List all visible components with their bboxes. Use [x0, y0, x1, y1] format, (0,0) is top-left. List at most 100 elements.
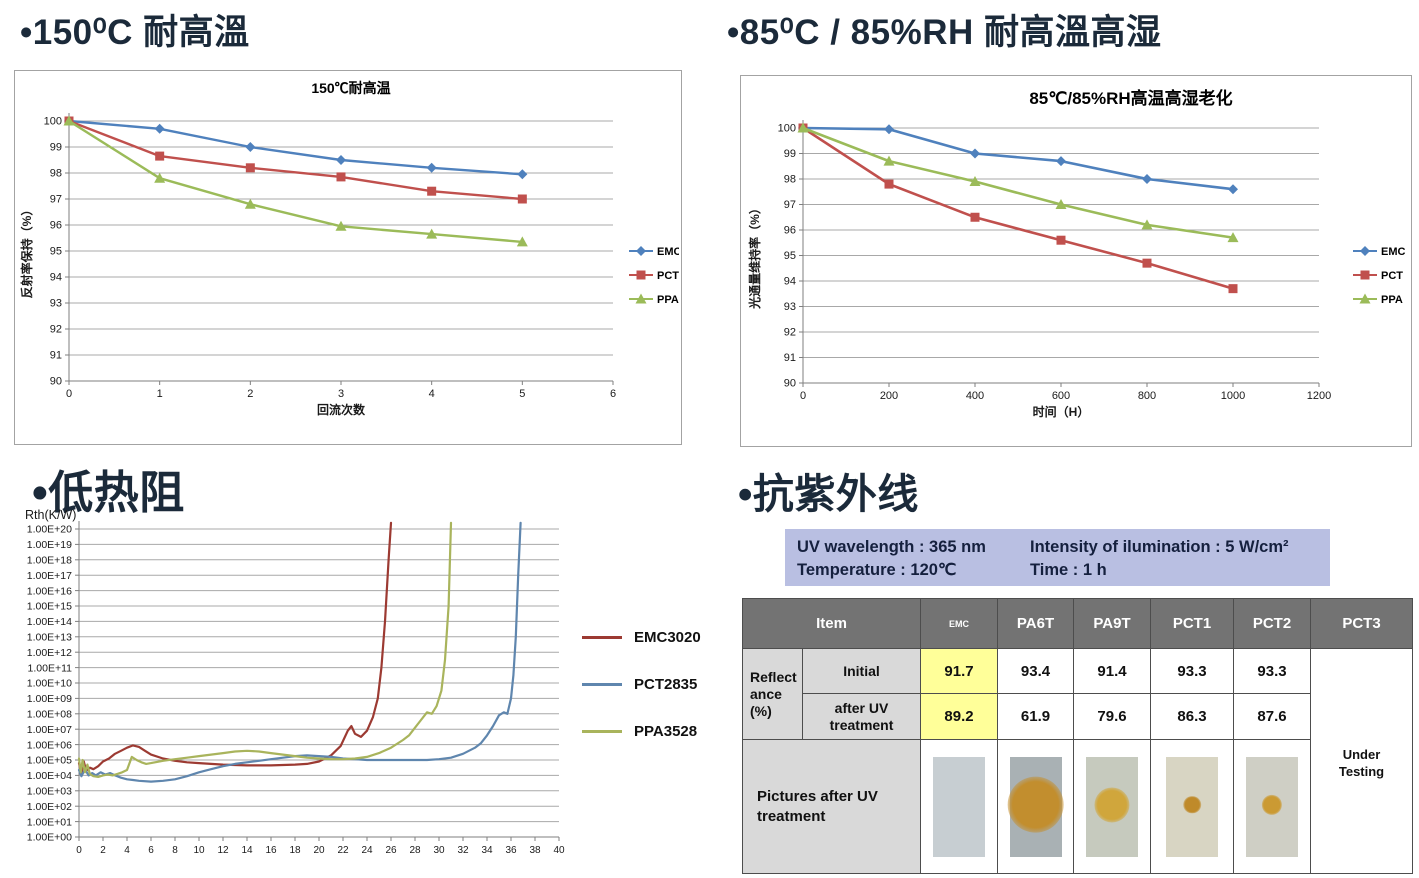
- svg-text:97: 97: [50, 194, 62, 206]
- sample-photo-pa6t: [997, 739, 1074, 874]
- sample-photo-pa9t: [1073, 739, 1151, 874]
- value-afteruv-pct2: 87.6: [1233, 693, 1311, 740]
- svg-text:光通量维持率（%）: 光通量维持率（%）: [747, 202, 762, 310]
- legend-item-ppa3528: PPA3528: [582, 722, 701, 740]
- svg-text:反射率保持（%）: 反射率保持（%）: [19, 204, 34, 299]
- row-pictures: Pictures after UV treatment: [742, 739, 1413, 874]
- svg-text:0: 0: [800, 390, 806, 402]
- uv-conditions-left: UV wavelength : 365 nm Temperature : 120…: [797, 538, 986, 579]
- svg-text:90: 90: [50, 376, 62, 388]
- svg-text:0: 0: [66, 388, 72, 400]
- header-emc: EMC: [920, 598, 998, 649]
- svg-text:20: 20: [313, 845, 325, 856]
- svg-text:1.00E+10: 1.00E+10: [27, 678, 72, 690]
- header-pct2: PCT2: [1233, 598, 1311, 649]
- svg-text:95: 95: [784, 250, 796, 262]
- legend-label-pct2835: PCT2835: [634, 675, 698, 693]
- section-title-85c-85rh: •85⁰C / 85%RH 耐高溫高湿: [727, 13, 1162, 52]
- svg-text:1.00E+03: 1.00E+03: [27, 786, 72, 798]
- svg-text:98: 98: [784, 174, 796, 186]
- svg-text:1.00E+08: 1.00E+08: [27, 709, 72, 721]
- svg-text:85℃/85%RH高温高湿老化: 85℃/85%RH高温高湿老化: [1029, 88, 1232, 108]
- svg-text:PCT: PCT: [1381, 270, 1403, 282]
- sample-swatch-pct2: [1246, 756, 1298, 857]
- svg-text:1.00E+14: 1.00E+14: [27, 616, 72, 628]
- svg-text:91: 91: [784, 352, 796, 364]
- svg-text:1.00E+15: 1.00E+15: [27, 601, 72, 613]
- uv-results-table: Item EMC PA6T PA9T PCT1 PCT2 PCT3 Reflec…: [742, 598, 1413, 874]
- svg-text:回流次数: 回流次数: [317, 402, 366, 417]
- row-group-reflectance: Reflect ance (%): [742, 648, 803, 740]
- svg-text:99: 99: [50, 142, 62, 154]
- svg-text:34: 34: [481, 845, 493, 856]
- uv-test-conditions-box: UV wavelength : 365 nm Temperature : 120…: [785, 529, 1330, 586]
- chart-rth-log: 1.00E+00 1.00E+01 1.00E+02 1.00E+03 1.00E+04…: [25, 508, 565, 856]
- svg-text:PCT: PCT: [657, 270, 679, 282]
- svg-text:98: 98: [50, 168, 62, 180]
- table-header-row: Item EMC PA6T PA9T PCT1 PCT2 PCT3: [742, 598, 1413, 649]
- svg-text:95: 95: [50, 246, 62, 258]
- legend-line-pct2835: [582, 682, 622, 686]
- chart-panel-85c-85rh: 90 91 92 93 94 95 96 97 98 99 100 0 200 400 600 800 1000…: [740, 75, 1412, 447]
- svg-text:96: 96: [784, 225, 796, 237]
- svg-text:EMC: EMC: [657, 246, 679, 258]
- svg-text:1.00E+13: 1.00E+13: [27, 632, 72, 644]
- svg-text:40: 40: [553, 845, 565, 856]
- svg-text:1.00E+20: 1.00E+20: [27, 524, 72, 536]
- label-pictures: Pictures after UV treatment: [742, 739, 921, 874]
- uv-discoloration-spot: [1183, 795, 1201, 814]
- svg-text:1.00E+02: 1.00E+02: [27, 801, 72, 813]
- svg-text:1: 1: [157, 388, 163, 400]
- svg-text:1.00E+16: 1.00E+16: [27, 585, 72, 597]
- svg-text:1.00E+06: 1.00E+06: [27, 739, 72, 751]
- row-after-uv: after UV treatment 89.2 61.9 79.6 86.3 8…: [743, 693, 1413, 740]
- svg-text:1.00E+00: 1.00E+00: [27, 832, 72, 844]
- header-pct3: PCT3: [1310, 598, 1413, 649]
- svg-text:14: 14: [241, 845, 253, 856]
- uv-discoloration-spot: [1094, 786, 1130, 823]
- chart-150c-reflow: 90 91 92 93 94 95 96 97 98 99 100 0 1 2 3 4 5 6 150℃耐高温回流次…: [19, 80, 679, 417]
- svg-text:38: 38: [529, 845, 541, 856]
- svg-text:1.00E+19: 1.00E+19: [27, 539, 72, 551]
- svg-text:200: 200: [880, 390, 898, 402]
- thermal-chart-legend: EMC3020 PCT2835 PPA3528: [582, 616, 701, 740]
- value-afteruv-pct1: 86.3: [1150, 693, 1234, 740]
- svg-text:24: 24: [361, 845, 373, 856]
- sample-photo-emc: [920, 739, 998, 874]
- row-initial: Reflect ance (%) Initial 91.7 93.4 91.4 …: [742, 648, 1413, 874]
- svg-text:3: 3: [338, 388, 344, 400]
- legend-label-ppa3528: PPA3528: [634, 722, 698, 740]
- svg-text:2: 2: [247, 388, 253, 400]
- value-initial-emc: 91.7: [920, 648, 998, 694]
- header-pa6t: PA6T: [997, 598, 1074, 649]
- uv-conditions-right: Intensity of ilumination : 5 W/cm² Time …: [1030, 538, 1289, 579]
- svg-text:2: 2: [100, 845, 106, 856]
- svg-text:1200: 1200: [1307, 390, 1331, 402]
- svg-text:22: 22: [337, 845, 349, 856]
- svg-text:36: 36: [505, 845, 517, 856]
- svg-text:1.00E+04: 1.00E+04: [27, 770, 72, 782]
- svg-text:1.00E+07: 1.00E+07: [27, 724, 72, 736]
- value-initial-pct2: 93.3: [1233, 648, 1311, 694]
- svg-text:92: 92: [50, 324, 62, 336]
- svg-text:1000: 1000: [1221, 390, 1245, 402]
- pct3-status: Under Testing: [1310, 648, 1413, 874]
- svg-text:1.00E+18: 1.00E+18: [27, 555, 72, 567]
- section-title-uv-resistance: •抗紫外线: [738, 471, 919, 517]
- svg-text:1.00E+12: 1.00E+12: [27, 647, 72, 659]
- svg-text:100: 100: [44, 116, 62, 128]
- value-initial-pa9t: 91.4: [1073, 648, 1151, 694]
- svg-text:1.00E+11: 1.00E+11: [28, 662, 73, 674]
- value-afteruv-pa6t: 61.9: [997, 693, 1074, 740]
- svg-text:1.00E+01: 1.00E+01: [27, 816, 72, 828]
- svg-text:94: 94: [784, 276, 796, 288]
- svg-text:91: 91: [50, 350, 62, 362]
- svg-text:99: 99: [784, 148, 796, 160]
- legend-line-ppa3528: [582, 729, 622, 733]
- value-initial-pa6t: 93.4: [997, 648, 1074, 694]
- legend-item-emc3020: EMC3020: [582, 628, 701, 646]
- legend-line-emc3020: [582, 635, 622, 639]
- sample-swatch-pct1: [1166, 756, 1218, 857]
- svg-text:1.00E+09: 1.00E+09: [27, 693, 72, 705]
